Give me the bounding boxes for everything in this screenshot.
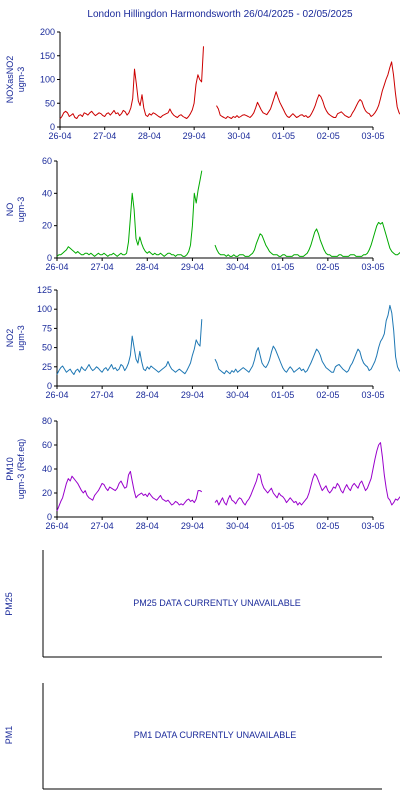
no-x-tick-label: 29-04 xyxy=(181,262,204,272)
no-series-line xyxy=(56,170,400,257)
pm10-y-tick-label: 20 xyxy=(42,488,52,498)
pm10-chart: 0 20 40 60 80 26-04 27-04 28-04 29-04 30-04 01-05 0… xyxy=(5,416,400,531)
no2-chart: 0 25 50 75 100 125 26-04 27-04 28-04 29-04 30-04 01… xyxy=(5,285,400,400)
no-x-tick-label: 02-05 xyxy=(316,262,339,272)
pm1-panel: PM1 PM1 DATA CURRENTLY UNAVAILABLE xyxy=(4,683,382,790)
no2-series-line xyxy=(56,304,400,375)
pm10-x-tick-label: 27-04 xyxy=(91,521,114,531)
pm25-unavailable-message: PM25 DATA CURRENTLY UNAVAILABLE xyxy=(133,598,301,608)
no2-x-tick-label: 26-04 xyxy=(45,390,68,400)
pm1-label: PM1 xyxy=(4,726,14,745)
no2-y-tick-label: 100 xyxy=(37,304,52,314)
no2-x-tick-label: 29-04 xyxy=(181,390,204,400)
no2-y-tick-label: 125 xyxy=(37,285,52,295)
pm10-y-tick-label: 60 xyxy=(42,440,52,450)
pm10-y-tick-label: 0 xyxy=(47,512,52,522)
pm10-series-line xyxy=(56,442,400,512)
pm10-x-tick-label: 30-04 xyxy=(226,521,249,531)
pm10-y-tick-label: 40 xyxy=(42,464,52,474)
nox-y-tick-label: 100 xyxy=(40,75,55,85)
no2-x-tick-label: 03-05 xyxy=(361,390,384,400)
nox-x-tick-label: 26-04 xyxy=(48,131,71,141)
no-x-tick-label: 03-05 xyxy=(361,262,384,272)
no-x-tick-label: 30-04 xyxy=(226,262,249,272)
no2-x-tick-label: 02-05 xyxy=(316,390,339,400)
pm10-x-tick-label: 02-05 xyxy=(316,521,339,531)
no2-y-tick-label: 25 xyxy=(42,362,52,372)
nox-y-tick-label: 200 xyxy=(40,27,55,37)
no2-y-tick-label: 0 xyxy=(47,381,52,391)
nox-chart: 0 50 100 150 200 26-04 27-04 28-04 29-04 30-04 01-… xyxy=(5,27,400,141)
nox-series-line xyxy=(59,46,400,120)
pm25-panel: PM25 PM25 DATA CURRENTLY UNAVAILABLE xyxy=(4,550,382,658)
nox-x-tick-label: 29-04 xyxy=(183,131,206,141)
no2-x-tick-label: 28-04 xyxy=(136,390,159,400)
nox-x-tick-label: 01-05 xyxy=(272,131,295,141)
no-x-tick-label: 01-05 xyxy=(271,262,294,272)
page-title: London Hillingdon Harmondsworth 26/04/20… xyxy=(87,9,353,20)
pm1-unavailable-message: PM1 DATA CURRENTLY UNAVAILABLE xyxy=(134,730,297,740)
pm10-y-axis-label: PM10ugm-3 (Ref.eq) xyxy=(5,439,26,500)
nox-x-tick-label: 28-04 xyxy=(138,131,161,141)
pm10-x-tick-label: 01-05 xyxy=(271,521,294,531)
no2-x-tick-label: 27-04 xyxy=(91,390,114,400)
pm10-x-tick-label: 26-04 xyxy=(45,521,68,531)
no-y-axis-label: NOugm-3 xyxy=(5,197,26,223)
no-x-tick-label: 28-04 xyxy=(136,262,159,272)
nox-x-tick-label: 02-05 xyxy=(317,131,340,141)
pm10-y-tick-label: 80 xyxy=(42,416,52,426)
no2-y-axis-label: NO2ugm-3 xyxy=(5,325,26,351)
no-x-tick-label: 26-04 xyxy=(45,262,68,272)
no-x-tick-label: 27-04 xyxy=(91,262,114,272)
no2-x-tick-label: 01-05 xyxy=(271,390,294,400)
nox-y-tick-label: 150 xyxy=(40,51,55,61)
pm10-x-tick-label: 28-04 xyxy=(136,521,159,531)
nox-x-tick-label: 03-05 xyxy=(361,131,384,141)
no-chart: 0 20 40 60 26-04 27-04 28-04 29-04 30-04 01-05 02-… xyxy=(5,156,400,272)
nox-x-tick-label: 30-04 xyxy=(227,131,250,141)
pm10-x-tick-label: 29-04 xyxy=(181,521,204,531)
no-y-tick-label: 40 xyxy=(42,188,52,198)
no-y-tick-label: 60 xyxy=(42,156,52,166)
no-y-tick-label: 20 xyxy=(42,221,52,231)
nox-y-tick-label: 0 xyxy=(50,122,55,132)
pm25-label: PM25 xyxy=(4,592,14,616)
nox-x-tick-label: 27-04 xyxy=(93,131,116,141)
nox-y-tick-label: 50 xyxy=(45,98,55,108)
no2-y-tick-label: 50 xyxy=(42,343,52,353)
no2-x-tick-label: 30-04 xyxy=(226,390,249,400)
pm10-x-tick-label: 03-05 xyxy=(361,521,384,531)
nox-y-axis-label: NOXasNO2ugm-3 xyxy=(5,56,26,104)
no2-y-tick-label: 75 xyxy=(42,323,52,333)
no-y-tick-label: 0 xyxy=(47,253,52,263)
